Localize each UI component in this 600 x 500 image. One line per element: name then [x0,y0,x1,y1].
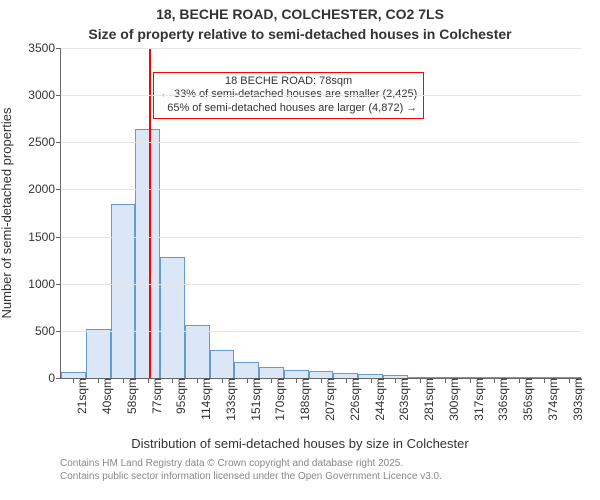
xtick-label: 393sqm [569,378,585,421]
gridline [61,331,581,332]
xtick-label: 356sqm [519,378,535,421]
xtick-label: 77sqm [148,378,164,414]
bar [259,367,284,378]
xtick-label: 170sqm [271,378,287,421]
bar [160,257,185,378]
ytick-label: 2500 [28,135,61,149]
xtick-label: 114sqm [197,378,213,420]
xtick-label: 317sqm [470,378,486,421]
xtick-label: 226sqm [346,378,362,421]
gridline [61,142,581,143]
ytick-label: 3000 [28,88,61,102]
xtick-label: 133sqm [222,378,238,421]
bar [284,370,309,378]
xtick-label: 281sqm [420,378,436,421]
xtick-label: 188sqm [296,378,312,421]
bar [86,329,111,378]
xtick-label: 300sqm [445,378,461,421]
xtick-label: 151sqm [247,378,263,421]
xtick-label: 244sqm [371,378,387,421]
annotation-line1: 18 BECHE ROAD: 78sqm [160,75,417,89]
xtick-label: 21sqm [73,378,89,414]
plot-area: 18 BECHE ROAD: 78sqm ← 33% of semi-detac… [60,48,581,379]
bar [210,350,235,378]
x-axis-label: Distribution of semi-detached houses by … [0,436,600,451]
gridline [61,189,581,190]
xtick-label: 207sqm [321,378,337,421]
gridline [61,284,581,285]
xtick-label: 263sqm [395,378,411,421]
xtick-label: 374sqm [544,378,560,421]
bar [111,204,136,378]
gridline [61,48,581,49]
chart-title-line2: Size of property relative to semi-detach… [0,26,600,42]
footer-line2: Contains public sector information licen… [60,471,442,484]
footer-line1: Contains HM Land Registry data © Crown c… [60,458,442,471]
ytick-label: 1500 [28,230,61,244]
ytick-label: 1000 [28,277,61,291]
bar [309,371,334,378]
xtick-label: 40sqm [98,378,114,414]
ytick-label: 3500 [28,41,61,55]
bar [185,325,210,378]
chart-title-line1: 18, BECHE ROAD, COLCHESTER, CO2 7LS [0,6,600,22]
gridline [61,95,581,96]
bar [234,362,259,378]
bar [135,129,160,378]
highlight-marker-line [149,48,151,378]
gridline [61,237,581,238]
ytick-label: 0 [48,371,61,385]
y-axis-label: Number of semi-detached properties [0,108,14,319]
xtick-label: 95sqm [172,378,188,414]
ytick-label: 500 [35,324,61,338]
histogram-chart: 18, BECHE ROAD, COLCHESTER, CO2 7LS Size… [0,0,600,500]
ytick-label: 2000 [28,182,61,196]
attribution-footer: Contains HM Land Registry data © Crown c… [60,458,442,483]
annotation-line3: 65% of semi-detached houses are larger (… [160,102,417,116]
xtick-label: 336sqm [494,378,510,421]
xtick-label: 58sqm [123,378,139,414]
